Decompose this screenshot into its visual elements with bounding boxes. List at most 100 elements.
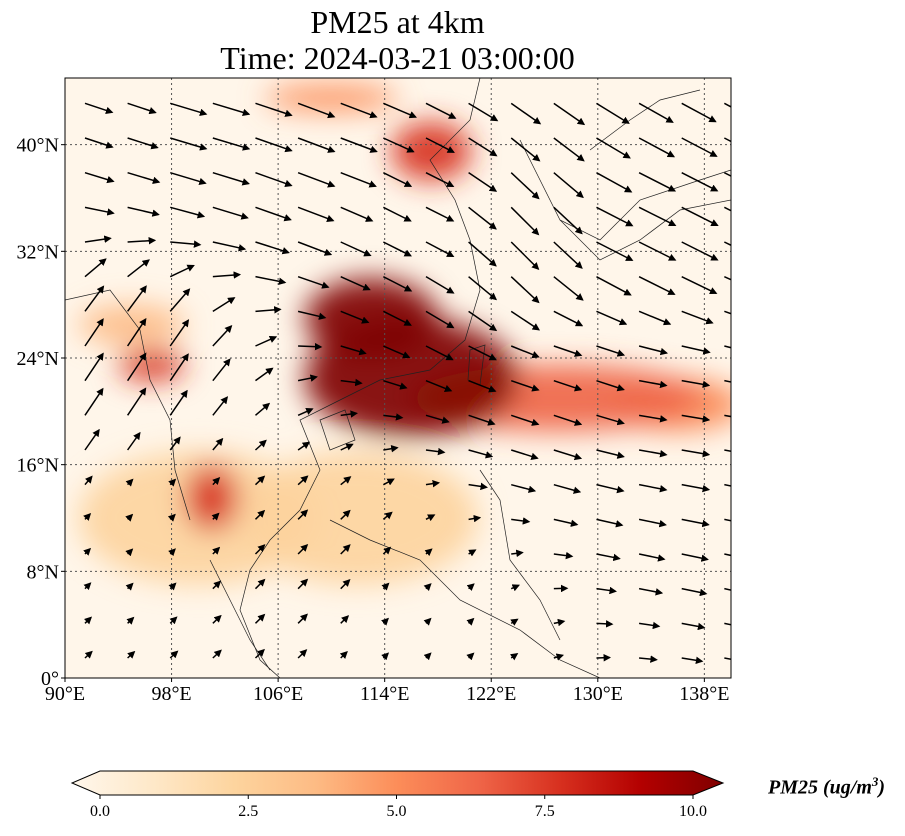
wind-vector <box>255 367 274 382</box>
wind-vector <box>511 549 524 558</box>
wind-vector <box>127 285 147 312</box>
wind-vector <box>340 509 351 520</box>
wind-vector <box>84 137 114 149</box>
wind-vector <box>297 137 336 153</box>
wind-vector <box>553 206 583 235</box>
x-tick-label: 122°E <box>466 683 516 705</box>
wind-vector <box>212 580 222 590</box>
wind-vector <box>170 137 208 151</box>
wind-vector <box>340 345 367 356</box>
wind-vector <box>254 509 266 520</box>
wind-vector <box>596 449 625 459</box>
wind-vector <box>596 620 614 628</box>
wind-vector <box>468 449 494 459</box>
wind-vector <box>425 206 455 222</box>
wind-vector <box>84 258 107 278</box>
wind-vector <box>724 449 731 452</box>
wind-vector <box>382 478 395 486</box>
wind-vector <box>638 345 669 356</box>
wind-vector <box>255 102 293 117</box>
colorbar: 0.0 2.5 5.0 7.5 10.0 <box>70 770 725 820</box>
wind-vector <box>510 172 540 200</box>
wind-vector <box>553 137 585 162</box>
wind-vector <box>510 345 540 359</box>
wind-vector <box>510 584 520 592</box>
wind-vector <box>298 342 323 351</box>
wind-vector <box>681 137 718 157</box>
wind-vector <box>468 414 496 426</box>
wind-vector <box>127 137 159 150</box>
wind-vector <box>724 206 731 212</box>
wind-vector <box>383 379 408 390</box>
wind-vector <box>425 479 441 488</box>
wind-vector <box>423 583 432 592</box>
wind-vector <box>297 543 309 555</box>
wind-vector <box>638 379 668 389</box>
wind-vector <box>468 514 482 523</box>
wind-vector <box>297 441 311 451</box>
x-tick-label: 98°E <box>151 683 191 705</box>
wind-vector <box>340 171 377 188</box>
wind-vector <box>681 275 718 295</box>
pm25-region-mongolia-band <box>264 84 398 112</box>
wind-vector <box>126 616 135 625</box>
wind-vector <box>724 275 731 281</box>
wind-vector <box>340 615 350 624</box>
wind-vector <box>638 587 664 596</box>
wind-vector <box>84 285 105 312</box>
wind-vector <box>681 518 710 528</box>
wind-vector <box>84 616 93 625</box>
wind-vector <box>425 102 457 119</box>
wind-vector <box>596 206 634 227</box>
wind-vector <box>681 171 719 192</box>
wind-vector <box>297 578 309 590</box>
wind-vector <box>83 582 92 591</box>
wind-vector <box>681 102 717 123</box>
colorbar-gradient <box>70 770 725 796</box>
wind-vector <box>255 306 282 314</box>
wind-vector <box>424 548 433 557</box>
wind-vector <box>596 483 625 494</box>
wind-vector <box>339 651 348 659</box>
colorbar-tick-label: 2.5 <box>238 803 258 820</box>
wind-vector <box>511 517 531 525</box>
wind-vector <box>383 445 399 453</box>
wind-vector <box>468 276 498 301</box>
wind-vector <box>84 102 114 114</box>
wind-vector <box>126 431 141 451</box>
wind-vector <box>681 553 709 562</box>
wind-vector <box>553 618 566 627</box>
wind-vector <box>212 241 247 252</box>
wind-vector <box>126 317 147 347</box>
wind-vector <box>254 613 266 624</box>
wind-vector <box>126 387 147 416</box>
wind-vector <box>297 102 336 119</box>
wind-vector <box>382 511 393 520</box>
wind-vector <box>340 206 374 222</box>
wind-vector <box>466 652 475 661</box>
wind-vector <box>212 137 251 151</box>
wind-vector <box>425 310 455 329</box>
wind-vector <box>168 478 177 487</box>
wind-vector <box>724 657 731 661</box>
wind-vector <box>423 617 432 626</box>
colorbar-tick-label: 7.5 <box>535 803 555 820</box>
wind-vector <box>167 548 176 557</box>
wind-vector <box>340 137 378 153</box>
wind-vector <box>381 617 389 626</box>
wind-vector <box>596 310 628 326</box>
wind-vector <box>468 345 497 361</box>
wind-vector <box>84 171 115 184</box>
wind-vector <box>724 345 731 349</box>
wind-vector <box>340 578 351 590</box>
wind-vector <box>84 235 112 243</box>
wind-vector <box>681 414 711 423</box>
wind-vector <box>553 518 579 527</box>
wind-vector <box>84 206 115 216</box>
y-tick-label: 32°N <box>17 241 59 263</box>
wind-vector <box>553 172 584 199</box>
wind-vector <box>340 443 354 451</box>
wind-vector <box>212 649 222 659</box>
wind-vector <box>383 137 415 153</box>
